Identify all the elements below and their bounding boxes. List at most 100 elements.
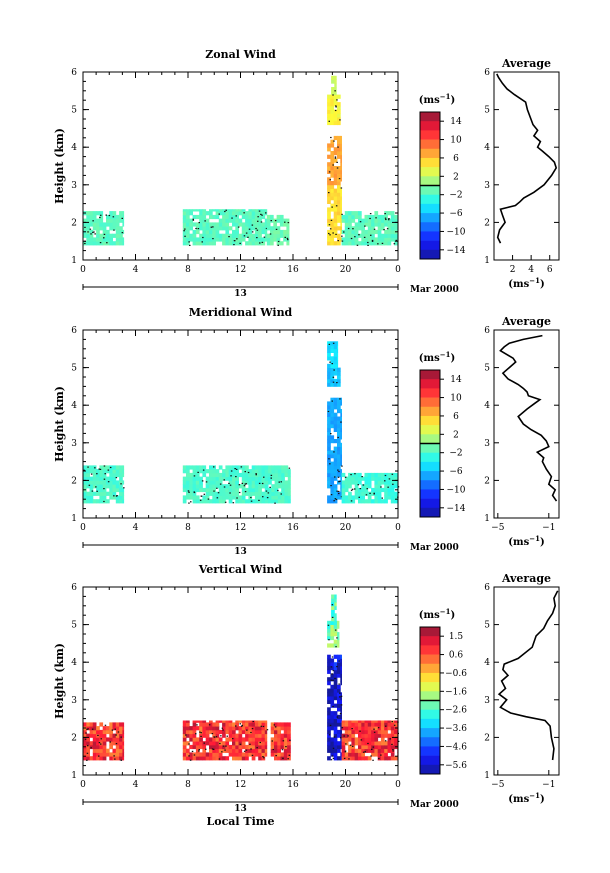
data-cell xyxy=(274,722,278,727)
contour-mark xyxy=(391,721,393,723)
data-cell xyxy=(340,147,342,152)
data-cell xyxy=(333,397,338,402)
data-cell xyxy=(222,233,226,238)
panel-title: Zonal Wind xyxy=(205,48,276,61)
date-day-label: 13 xyxy=(234,547,247,557)
data-cell xyxy=(241,499,246,504)
data-cell xyxy=(215,222,220,227)
data-cell xyxy=(354,472,359,478)
data-cell xyxy=(327,756,331,761)
data-cell xyxy=(192,756,197,761)
contour-mark xyxy=(191,750,194,752)
data-cell xyxy=(344,226,349,231)
data-cell xyxy=(268,487,272,493)
data-cell xyxy=(205,737,210,742)
data-cell xyxy=(209,726,213,731)
data-cell xyxy=(394,499,398,504)
data-cell xyxy=(330,696,335,701)
contour-mark xyxy=(339,480,341,482)
data-cell xyxy=(248,472,253,478)
data-cell xyxy=(337,360,339,365)
data-cell xyxy=(228,744,233,750)
data-cell xyxy=(371,476,375,481)
data-cell xyxy=(102,487,107,493)
data-cell xyxy=(199,233,203,238)
data-cell xyxy=(377,733,382,738)
data-cell xyxy=(199,729,203,735)
contour-mark xyxy=(211,733,214,735)
contour-mark xyxy=(92,231,94,233)
data-cell xyxy=(358,733,362,738)
data-cell xyxy=(83,226,87,231)
data-cell xyxy=(86,722,90,727)
data-cell xyxy=(270,722,275,727)
data-cell xyxy=(248,722,253,727)
data-cell xyxy=(192,733,197,738)
contour-mark xyxy=(361,476,363,478)
data-cell xyxy=(83,729,87,735)
data-cell xyxy=(268,499,272,504)
data-cell xyxy=(258,233,262,238)
data-cell xyxy=(225,484,230,489)
profile-x-label-sup: −1 xyxy=(529,276,540,285)
data-cell xyxy=(286,241,290,246)
colorbar-swatch xyxy=(420,139,440,150)
contour-mark xyxy=(328,734,331,736)
data-cell xyxy=(119,722,123,727)
data-cell xyxy=(333,363,338,368)
data-cell xyxy=(102,484,107,489)
data-cell xyxy=(209,491,213,496)
colorbar-swatch xyxy=(420,434,440,444)
data-cell xyxy=(186,722,190,727)
data-cell xyxy=(337,639,340,644)
data-cell xyxy=(215,476,220,481)
data-cell xyxy=(340,491,342,496)
contour-mark xyxy=(87,745,89,747)
contour-mark xyxy=(343,757,346,759)
contour-mark xyxy=(335,105,337,107)
contour-mark xyxy=(344,751,347,753)
data-cell xyxy=(341,756,346,761)
data-cell xyxy=(228,499,233,504)
contour-mark xyxy=(330,679,332,681)
colorbar-tick-label: 14 xyxy=(450,117,462,127)
data-cell xyxy=(228,491,233,496)
data-cell xyxy=(333,416,338,421)
data-cell xyxy=(337,102,341,107)
data-cell xyxy=(333,405,338,410)
data-cell xyxy=(274,737,278,742)
data-cell xyxy=(212,233,216,238)
data-cell xyxy=(251,487,256,493)
data-cell xyxy=(331,87,335,92)
data-cell xyxy=(337,632,340,637)
contour-mark xyxy=(213,490,215,492)
data-cell xyxy=(228,495,233,500)
data-cell xyxy=(248,487,253,493)
colorbar-unit: (ms−1) xyxy=(419,92,455,106)
data-cell xyxy=(387,218,392,223)
data-cell xyxy=(258,214,262,220)
data-block xyxy=(331,75,337,96)
data-cell xyxy=(182,469,187,474)
data-cell xyxy=(261,484,266,489)
data-cell xyxy=(232,729,236,735)
data-cell xyxy=(390,756,395,761)
data-cell xyxy=(333,487,338,493)
data-cell xyxy=(189,491,193,496)
data-cell xyxy=(209,748,213,753)
data-cell xyxy=(333,218,338,223)
data-cell xyxy=(192,744,197,750)
data-cell xyxy=(377,491,382,496)
data-cell xyxy=(380,726,385,731)
data-cell xyxy=(333,669,338,674)
data-cell xyxy=(261,741,266,746)
data-cell xyxy=(380,752,385,757)
data-cell xyxy=(337,714,341,719)
data-cell xyxy=(248,726,253,731)
data-cell xyxy=(122,237,125,242)
data-cell xyxy=(251,472,256,478)
data-cell xyxy=(251,737,256,742)
data-cell xyxy=(222,487,226,493)
data-cell xyxy=(258,744,262,750)
